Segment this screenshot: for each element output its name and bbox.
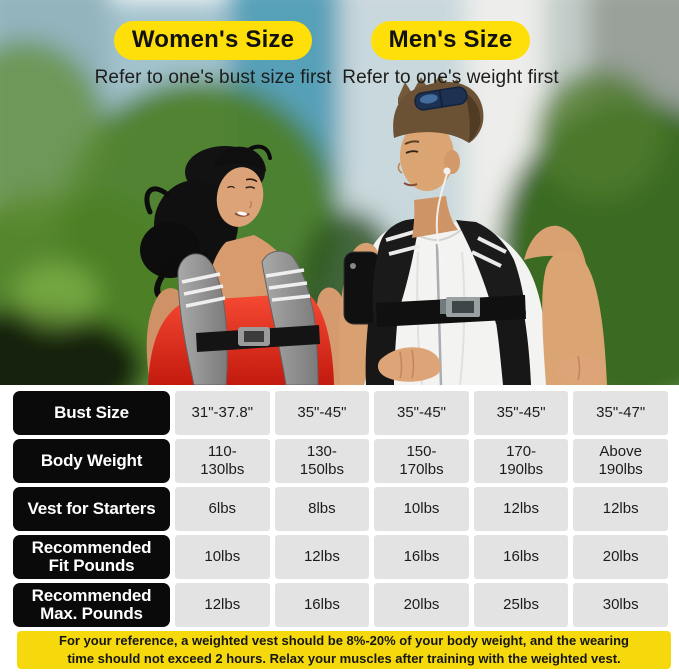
table-cell: 12lbs	[473, 487, 569, 531]
table-cell: 35"-47"	[573, 391, 668, 435]
table-cell: 10lbs	[175, 535, 270, 579]
table-cell: 35"-45"	[374, 391, 469, 435]
phone-armband	[343, 251, 381, 325]
row-label-bust-size: Bust Size	[13, 391, 170, 435]
womens-size-subtitle: Refer to one's bust size first	[94, 67, 332, 88]
size-table: Bust Size 31"-37.8" 35"-45" 35"-45" 35"-…	[13, 391, 668, 627]
table-cell: 12lbs	[274, 535, 370, 579]
reflective-stripes	[385, 229, 507, 268]
woman-face	[216, 167, 264, 227]
man-neck	[412, 196, 458, 238]
table-cell: 12lbs	[175, 583, 270, 627]
table-cell: 16lbs	[473, 535, 569, 579]
table-cell: 130- 150lbs	[274, 439, 370, 483]
table-cell: 12lbs	[573, 487, 668, 531]
man-vest	[365, 218, 531, 385]
table-cell: 170- 190lbs	[473, 439, 569, 483]
table-cell: 110- 130lbs	[175, 439, 270, 483]
mens-size-badge: Men's Size	[370, 21, 531, 60]
table-cell: 20lbs	[374, 583, 469, 627]
man-left-arm	[542, 250, 607, 385]
mens-size-subtitle: Refer to one's weight first	[342, 67, 559, 88]
table-cell: Above 190lbs	[573, 439, 668, 483]
row-label-recommended-fit-pounds: Recommended Fit Pounds	[13, 535, 170, 579]
table-cell: 35"-45"	[473, 391, 569, 435]
table-cell: 10lbs	[374, 487, 469, 531]
table-cell: 35"-45"	[274, 391, 370, 435]
earphone	[435, 167, 451, 265]
row-label-vest-for-starters: Vest for Starters	[13, 487, 170, 531]
table-cell: 150- 170lbs	[374, 439, 469, 483]
man-figure	[338, 75, 607, 385]
row-label-body-weight: Body Weight	[13, 439, 170, 483]
womens-size-badge: Women's Size	[113, 21, 313, 60]
reference-note: For your reference, a weighted vest shou…	[17, 631, 671, 669]
womens-size-header: Women's Size Refer to one's bust size fi…	[58, 21, 368, 89]
row-label-recommended-max-pounds: Recommended Max. Pounds	[13, 583, 170, 627]
table-cell: 16lbs	[374, 535, 469, 579]
table-cell: 8lbs	[274, 487, 370, 531]
woman-hair-front	[214, 146, 266, 172]
table-cell: 16lbs	[274, 583, 370, 627]
mens-size-header: Men's Size Refer to one's weight first	[328, 21, 573, 89]
table-cell: 6lbs	[175, 487, 270, 531]
table-cell: 31"-37.8"	[175, 391, 270, 435]
sunglasses	[414, 86, 468, 111]
man-right-hand	[377, 347, 441, 382]
table-cell: 30lbs	[573, 583, 668, 627]
table-cell: 20lbs	[573, 535, 668, 579]
woman-figure	[140, 144, 346, 385]
reflective-stripes	[181, 268, 311, 308]
table-cell: 25lbs	[473, 583, 569, 627]
woman-vest	[177, 250, 320, 385]
